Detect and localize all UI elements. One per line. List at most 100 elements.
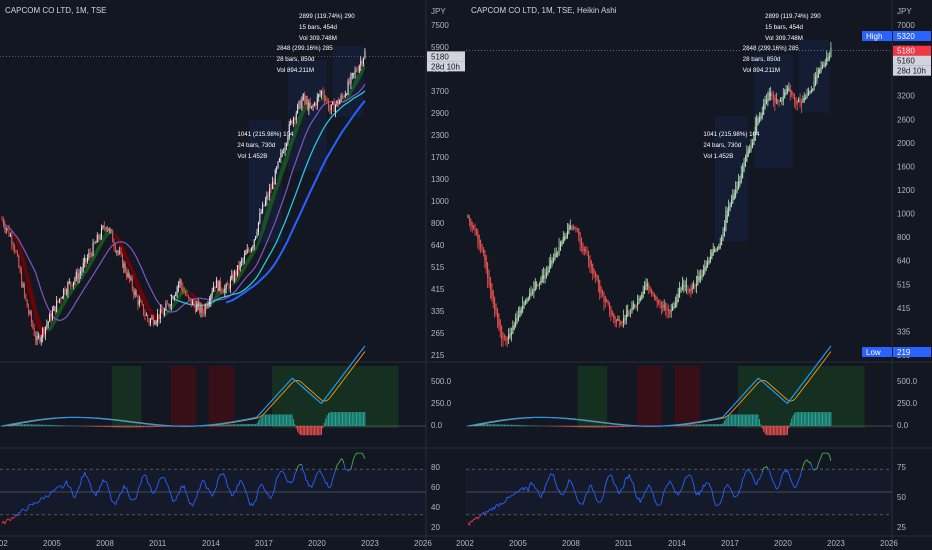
macd-histogram-bar — [164, 426, 166, 427]
macd-tick-label: 500.0 — [897, 377, 918, 386]
candle-body — [610, 305, 612, 316]
chart-pane-right[interactable]: CAPCOM CO LTD, 1M, TSE, Heikin Ashi JPY70… — [456, 0, 932, 550]
macd-regime-band — [170, 366, 197, 428]
macd-histogram-bar — [297, 426, 299, 432]
rsi-line-segment — [147, 482, 150, 485]
rsi-line-segment — [274, 477, 278, 486]
rsi-line-segment — [468, 520, 472, 526]
time-tick-label: 2017 — [721, 539, 739, 548]
candle-body — [683, 285, 685, 287]
macd-histogram-bar — [508, 424, 510, 426]
rsi-line-segment — [708, 483, 711, 488]
candle-body — [753, 136, 755, 146]
measure-box-2 — [287, 59, 328, 172]
candle-body — [18, 255, 20, 268]
rsi-line-segment — [712, 497, 716, 503]
candle-body — [257, 222, 259, 233]
rsi-line-segment — [585, 493, 588, 496]
macd-histogram-bar — [784, 426, 786, 436]
rsi-line-segment — [523, 486, 526, 491]
rsi-line-segment — [166, 483, 170, 489]
ma-ribbon-segment — [16, 235, 18, 246]
rsi-line-segment — [141, 475, 144, 478]
macd-histogram-bar — [284, 414, 286, 426]
candle-body — [165, 303, 167, 310]
macd-histogram-bar — [30, 424, 32, 426]
rsi-line-segment — [792, 484, 795, 489]
macd-histogram-bar — [16, 424, 18, 426]
rsi-line-segment — [527, 484, 531, 492]
rsi-line-segment — [26, 505, 30, 511]
candle-body — [255, 236, 257, 240]
candle-body — [701, 273, 703, 278]
candle-body — [290, 120, 292, 124]
candle-body — [173, 295, 175, 300]
macd-histogram-bar — [274, 414, 276, 426]
candle-body — [503, 335, 505, 338]
rsi-line-segment — [645, 488, 648, 491]
rsi-line-segment — [567, 479, 570, 486]
rsi-line-segment — [101, 479, 104, 486]
ma-ribbon-segment — [245, 258, 248, 269]
candle-body — [632, 303, 634, 311]
countdown-label: 28d 10h — [431, 62, 460, 71]
macd-histogram-bar — [495, 424, 497, 426]
candle-body — [213, 286, 215, 292]
macd-histogram-bar — [266, 414, 268, 426]
macd-histogram-bar — [143, 426, 145, 428]
rsi-line-segment — [256, 488, 259, 496]
rsi-line-segment — [632, 483, 636, 492]
macd-tick-label: 0.0 — [431, 421, 443, 430]
measure-box-1 — [714, 116, 749, 242]
candle-body — [354, 70, 356, 74]
candle-body — [332, 102, 334, 105]
ma-ribbon-segment — [20, 243, 22, 262]
candle-body — [737, 181, 739, 190]
rsi-line-segment — [487, 509, 490, 513]
ma-ribbon-segment — [74, 281, 77, 290]
macd-histogram-bar — [291, 414, 293, 426]
rsi-line-segment — [613, 483, 616, 486]
macd-histogram-bar — [793, 413, 795, 426]
chart-pane-left[interactable]: CAPCOM CO LTD, 1M, TSEJPY750059004700370… — [0, 0, 466, 550]
macd-histogram-bar — [96, 426, 98, 427]
candle-body — [558, 247, 560, 255]
rsi-line-segment — [353, 455, 356, 459]
rsi-line-segment — [255, 495, 258, 502]
candle-body — [316, 96, 318, 106]
candle-body — [602, 289, 604, 294]
rsi-line-segment — [525, 486, 528, 489]
ma-ribbon-segment — [280, 163, 283, 181]
macd-histogram-bar — [791, 418, 793, 426]
time-tick-label: 2026 — [880, 539, 898, 548]
low-label: Low — [866, 348, 881, 357]
candle-body — [819, 69, 821, 74]
candle-body — [485, 255, 487, 270]
macd-histogram-bar — [771, 426, 773, 436]
candle-body — [353, 73, 355, 74]
candle-body — [645, 282, 647, 291]
macd-histogram-bar — [147, 426, 149, 428]
macd-histogram-bar — [494, 424, 496, 426]
macd-histogram-bar — [53, 425, 55, 426]
candle-body — [243, 254, 245, 260]
rsi-line-segment — [600, 497, 603, 502]
candle-body — [294, 117, 296, 120]
macd-histogram-bar — [631, 426, 633, 427]
rsi-line-segment — [189, 503, 192, 505]
candle-body — [592, 263, 594, 274]
rsi-line-segment — [207, 487, 210, 491]
macd-histogram-bar — [810, 412, 812, 426]
candle-body — [267, 195, 269, 197]
candle-body — [639, 298, 641, 302]
macd-histogram-bar — [516, 424, 518, 426]
macd-histogram-bar — [21, 424, 23, 426]
measure-annotation: 2899 (119.74%) 290 — [299, 13, 355, 20]
candle-body — [178, 283, 180, 288]
ma-ribbon-segment — [21, 248, 24, 268]
time-tick-label: 2014 — [668, 539, 686, 548]
macd-histogram-bar — [263, 414, 265, 426]
candle-body — [736, 186, 738, 194]
rsi-line-segment — [691, 479, 695, 485]
